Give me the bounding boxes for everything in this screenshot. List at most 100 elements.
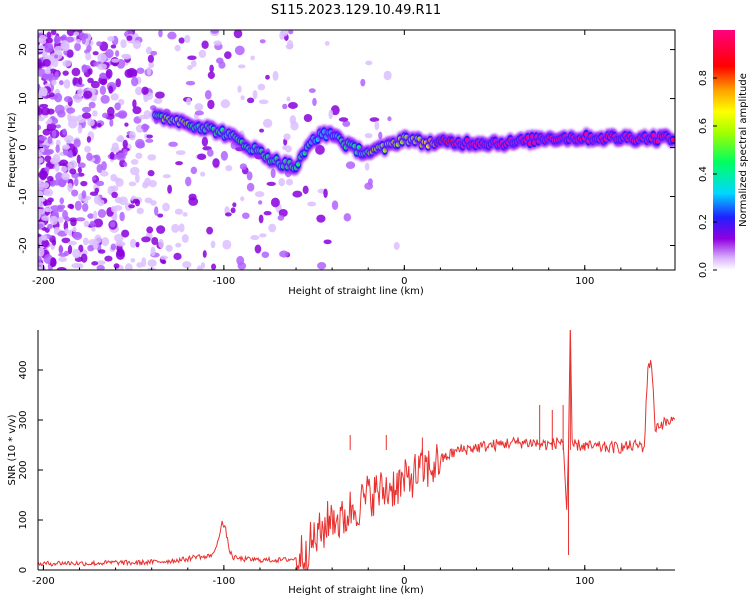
noise-speck (115, 78, 122, 88)
noise-speck (43, 42, 54, 53)
spectrogram-noise (38, 30, 400, 270)
noise-speck (92, 239, 99, 250)
noise-speck (97, 53, 107, 63)
noise-speck (257, 83, 266, 91)
noise-speck (158, 238, 164, 249)
noise-speck (393, 241, 400, 250)
noise-speck (262, 118, 273, 128)
x-tick-label: -100 (213, 576, 236, 587)
noise-speck (64, 135, 74, 144)
spectrogram-ridge (151, 107, 675, 176)
noise-speck (55, 124, 62, 129)
noise-speck (44, 69, 52, 75)
noise-speck (47, 135, 53, 145)
noise-speck (96, 164, 103, 173)
noise-speck (99, 85, 107, 96)
noise-speck (65, 36, 74, 43)
noise-speck (141, 86, 149, 95)
noise-speck (72, 150, 77, 157)
noise-speck (57, 109, 66, 118)
noise-speck (207, 148, 214, 157)
noise-speck (210, 240, 216, 249)
noise-speck (143, 94, 149, 103)
noise-speck (63, 79, 71, 89)
noise-speck (130, 258, 136, 263)
noise-speck (146, 134, 153, 139)
noise-speck (61, 172, 70, 181)
noise-speck (73, 31, 80, 37)
noise-speck (62, 70, 69, 76)
noise-speck (38, 208, 46, 215)
noise-speck (129, 238, 137, 248)
noise-speck (97, 199, 105, 207)
noise-speck (62, 210, 69, 220)
noise-speck (266, 181, 276, 187)
noise-speck (87, 244, 95, 252)
noise-speck (67, 244, 73, 255)
noise-speck (96, 41, 102, 47)
noise-speck (81, 34, 86, 45)
snr-plot-area (38, 330, 675, 570)
noise-speck (57, 216, 64, 224)
noise-speck (61, 237, 71, 244)
noise-speck (114, 233, 124, 243)
noise-speck (105, 49, 114, 59)
noise-speck (138, 114, 148, 120)
noise-speck (216, 57, 224, 64)
noise-speck (136, 207, 144, 215)
noise-speck (75, 83, 85, 88)
noise-speck (89, 191, 99, 196)
noise-speck (91, 261, 99, 266)
noise-speck (45, 37, 53, 44)
noise-speck (76, 154, 81, 164)
noise-speck (80, 253, 88, 263)
noise-speck (50, 257, 57, 267)
noise-speck (360, 78, 366, 87)
noise-speck (135, 241, 140, 248)
noise-speck (54, 45, 63, 52)
noise-speck (38, 34, 47, 45)
snr-x-ticks: -200 -100 0 100 (32, 565, 658, 587)
noise-speck (53, 226, 61, 233)
noise-speck (91, 176, 97, 181)
noise-speck (364, 133, 373, 139)
noise-speck (115, 50, 120, 57)
noise-speck (90, 80, 100, 89)
noise-speck (66, 30, 75, 37)
noise-speck (115, 249, 125, 260)
noise-speck (62, 144, 71, 150)
noise-speck (144, 197, 153, 204)
noise-speck (38, 124, 42, 131)
noise-speck (250, 234, 260, 241)
noise-speck (97, 249, 106, 254)
noise-speck (278, 178, 285, 187)
noise-speck (101, 112, 109, 119)
noise-speck (63, 250, 70, 256)
noise-speck (200, 171, 206, 177)
noise-speck (230, 207, 236, 214)
noise-speck (68, 160, 78, 169)
noise-speck (38, 266, 43, 270)
noise-speck (46, 175, 54, 182)
noise-speck (100, 94, 110, 104)
noise-speck (38, 116, 45, 122)
noise-speck (387, 116, 392, 122)
noise-speck (328, 109, 334, 120)
noise-speck (126, 35, 133, 41)
noise-speck (146, 66, 152, 76)
noise-speck (135, 141, 145, 149)
noise-speck (224, 51, 232, 60)
noise-speck (147, 154, 157, 161)
noise-speck (175, 150, 186, 156)
noise-speck (132, 99, 137, 109)
x-tick-label: 0 (401, 276, 407, 287)
noise-speck (38, 170, 48, 180)
noise-speck (57, 179, 67, 187)
noise-speck (190, 166, 198, 175)
noise-speck (160, 255, 169, 260)
noise-speck (182, 212, 188, 217)
noise-speck (111, 205, 116, 213)
noise-speck (145, 46, 152, 55)
noise-speck (86, 136, 92, 143)
noise-speck (111, 58, 120, 63)
